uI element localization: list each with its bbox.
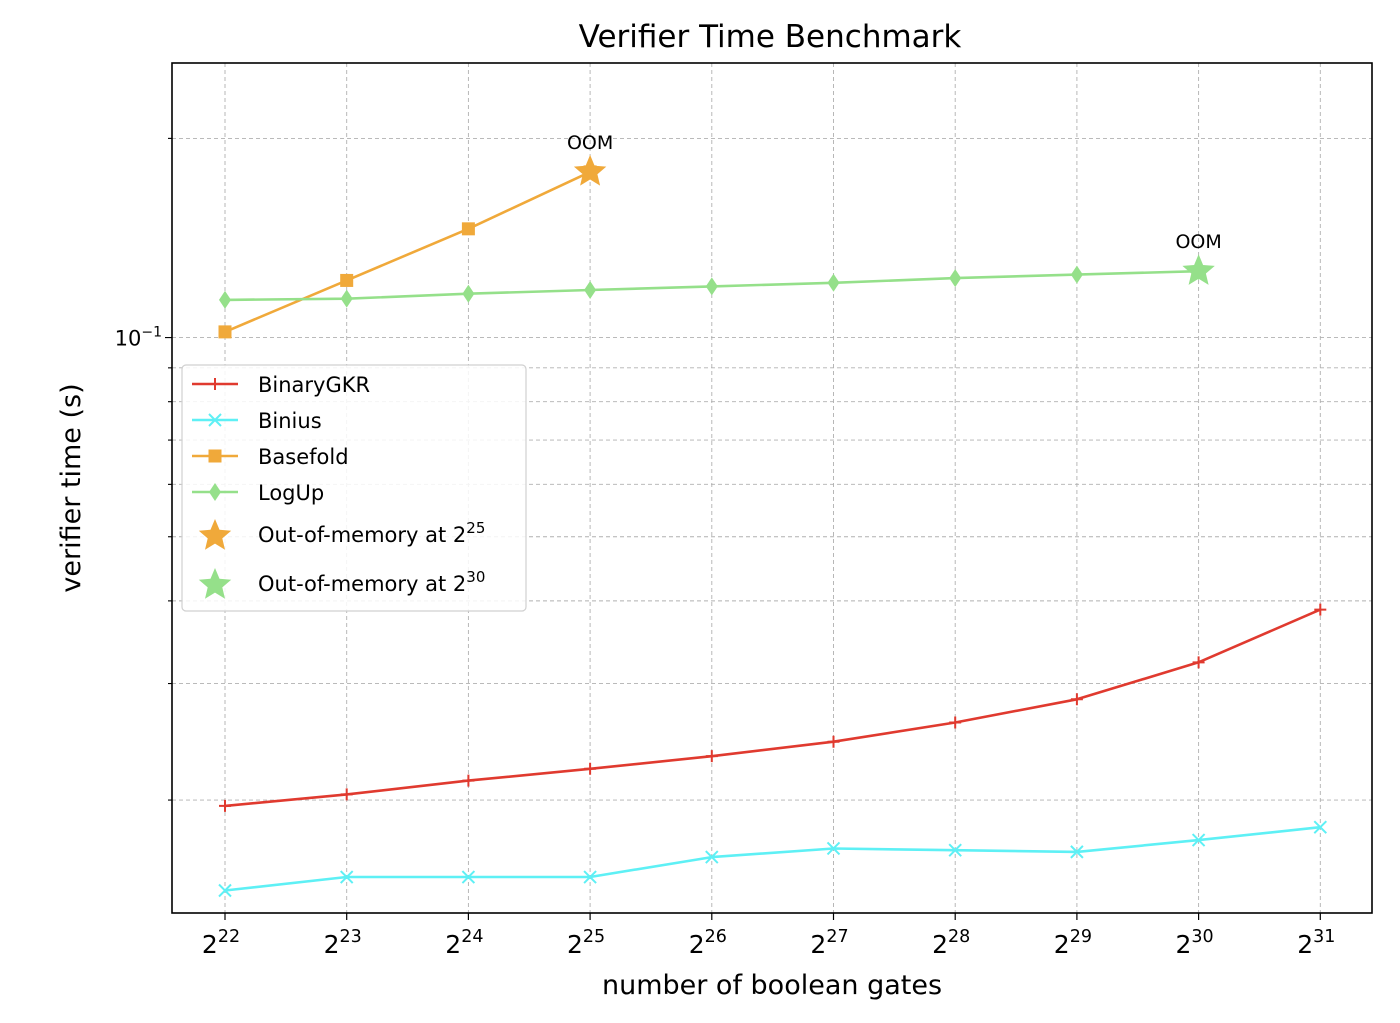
oom-star-marker: [198, 519, 232, 550]
x-tick-label: 230: [1176, 927, 1214, 959]
data-point-marker: [1070, 845, 1084, 859]
oom-star-marker: [198, 568, 232, 599]
series-line: [224, 170, 591, 334]
data-point-marker: [949, 269, 962, 288]
data-point-marker: [1314, 603, 1327, 616]
legend-item: LogUp: [192, 481, 324, 505]
data-point-marker: [340, 289, 353, 308]
legend-item: Basefold: [192, 445, 349, 469]
series-line: [224, 825, 1321, 892]
legend-label: Out-of-memory at 225: [258, 519, 485, 547]
data-point-marker: [1313, 820, 1328, 834]
x-tick-label: 226: [689, 927, 727, 959]
data-point-marker: [461, 870, 476, 884]
data-point-marker: [705, 750, 718, 763]
legend-box: [181, 364, 527, 612]
x-tick-label: 222: [202, 927, 240, 959]
legend-label: Out-of-memory at 230: [258, 568, 485, 596]
chart-title: Verifier Time Benchmark: [579, 19, 962, 55]
data-point-marker: [584, 762, 597, 775]
data-point-marker: [1070, 693, 1083, 706]
series-basefold: [218, 165, 597, 339]
data-point-marker: [584, 281, 597, 300]
data-point-marker: [218, 883, 232, 898]
data-point-marker: [218, 325, 232, 339]
data-point-marker: [583, 870, 597, 884]
data-point-marker: [340, 273, 354, 287]
legend-item: Out-of-memory at 230: [198, 568, 485, 599]
legend-label: Basefold: [258, 445, 349, 469]
series-binius: [218, 820, 1328, 898]
series-binarygkr: [219, 603, 1327, 812]
legend-item: Out-of-memory at 225: [198, 519, 485, 550]
x-tick-label: 228: [932, 927, 970, 959]
oom-star-marker: [573, 154, 607, 186]
y-tick-label: 10−1: [115, 325, 162, 351]
x-tick-label: 223: [324, 927, 362, 959]
data-point-marker: [949, 716, 962, 729]
data-point-marker: [208, 449, 222, 463]
oom-label: OOM: [1175, 231, 1221, 253]
data-point-marker: [209, 378, 221, 390]
data-point-marker: [705, 850, 719, 864]
data-point-marker: [705, 277, 718, 296]
series-line: [224, 608, 1321, 808]
legend-label: Binius: [258, 409, 322, 433]
data-point-marker: [826, 841, 841, 856]
data-point-marker: [462, 774, 475, 787]
data-point-marker: [209, 483, 221, 501]
oom-label: OOM: [567, 132, 613, 154]
data-point-marker: [948, 843, 962, 857]
x-tick-label: 224: [445, 927, 483, 959]
x-axis-label: number of boolean gates: [602, 970, 942, 1001]
legend-item: Binius: [192, 409, 322, 433]
x-tick-label: 225: [567, 927, 605, 959]
data-point-marker: [1191, 833, 1206, 847]
oom-star-marker: [1182, 254, 1215, 285]
legend: BinaryGKR Binius Basefold LogUp Out-of-memor…: [181, 364, 527, 612]
data-point-marker: [1192, 656, 1205, 669]
x-tick-label: 229: [1054, 927, 1092, 959]
x-tick-label: 231: [1297, 927, 1335, 959]
legend-label: LogUp: [258, 481, 324, 505]
data-point-marker: [462, 284, 475, 303]
data-point-marker: [1070, 265, 1083, 284]
data-point-marker: [340, 788, 353, 801]
data-point-marker: [339, 870, 354, 884]
x-tick-label: 227: [810, 927, 848, 959]
data-point-marker: [219, 290, 231, 309]
data-point-marker: [827, 273, 840, 292]
data-point-marker: [461, 222, 475, 236]
y-axis-label: verifier time (s): [56, 383, 87, 592]
plot-frame: [171, 62, 1373, 914]
data-point-marker: [208, 413, 222, 427]
data-point-marker: [219, 799, 231, 812]
legend-label: BinaryGKR: [258, 373, 370, 397]
legend-item: BinaryGKR: [192, 373, 370, 397]
data-point-marker: [827, 735, 840, 748]
